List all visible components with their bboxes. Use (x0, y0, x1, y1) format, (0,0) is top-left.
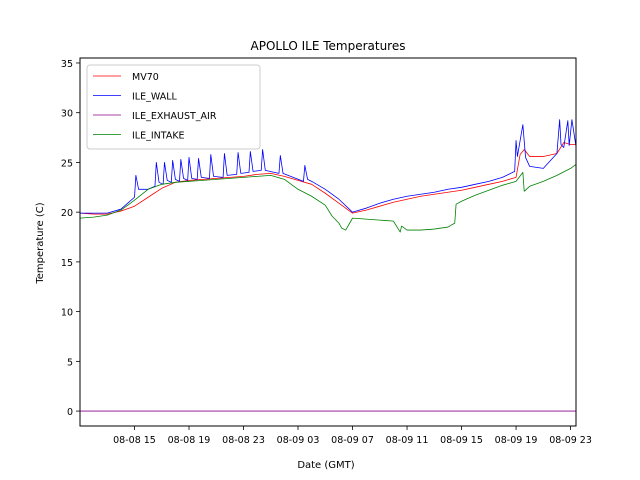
x-tick-label: 08-08 19 (168, 435, 211, 446)
legend-label: MV70 (132, 72, 159, 83)
legend-label: ILE_EXHAUST_AIR (132, 111, 217, 122)
y-tick-label: 5 (67, 357, 73, 368)
series-line-mv70 (79, 142, 576, 215)
legend-label: ILE_INTAKE (132, 131, 185, 142)
x-tick-label: 08-09 07 (331, 435, 374, 446)
x-axis-label: Date (GMT) (297, 460, 354, 471)
y-axis-label: Temperature (C) (35, 202, 46, 284)
x-tick-label: 08-09 11 (386, 435, 429, 446)
y-tick-label: 10 (61, 308, 73, 319)
y-tick-label: 20 (61, 208, 73, 219)
y-tick-label: 30 (61, 109, 73, 120)
x-tick-label: 08-09 03 (277, 435, 320, 446)
x-tick-label: 08-09 23 (549, 435, 592, 446)
legend-box (86, 64, 261, 150)
x-tick-label: 08-09 19 (495, 435, 538, 446)
series-line-ile-wall (80, 119, 577, 214)
y-tick-label: 25 (61, 158, 73, 169)
x-tick-label: 08-09 15 (440, 435, 483, 446)
series-layer (79, 119, 577, 412)
y-tick-label: 0 (67, 407, 73, 418)
plot-frame (79, 57, 577, 427)
chart-title: APOLLO ILE Temperatures (251, 39, 406, 53)
y-tick-label: 35 (61, 59, 73, 70)
x-tick-label: 08-08 23 (222, 435, 265, 446)
legend-label: ILE_WALL (132, 92, 178, 103)
y-tick-label: 15 (61, 258, 73, 269)
series-line-ile-intake (79, 164, 577, 233)
x-tick-label: 08-08 15 (113, 435, 156, 446)
axes-layer: 08-08 15 08-08 19 08-08 23 08-09 03 08-09 07… (61, 57, 592, 446)
legend: MV70 ILE_WALL ILE_EXHAUST_AIR ILE_INTAKE (86, 64, 261, 150)
